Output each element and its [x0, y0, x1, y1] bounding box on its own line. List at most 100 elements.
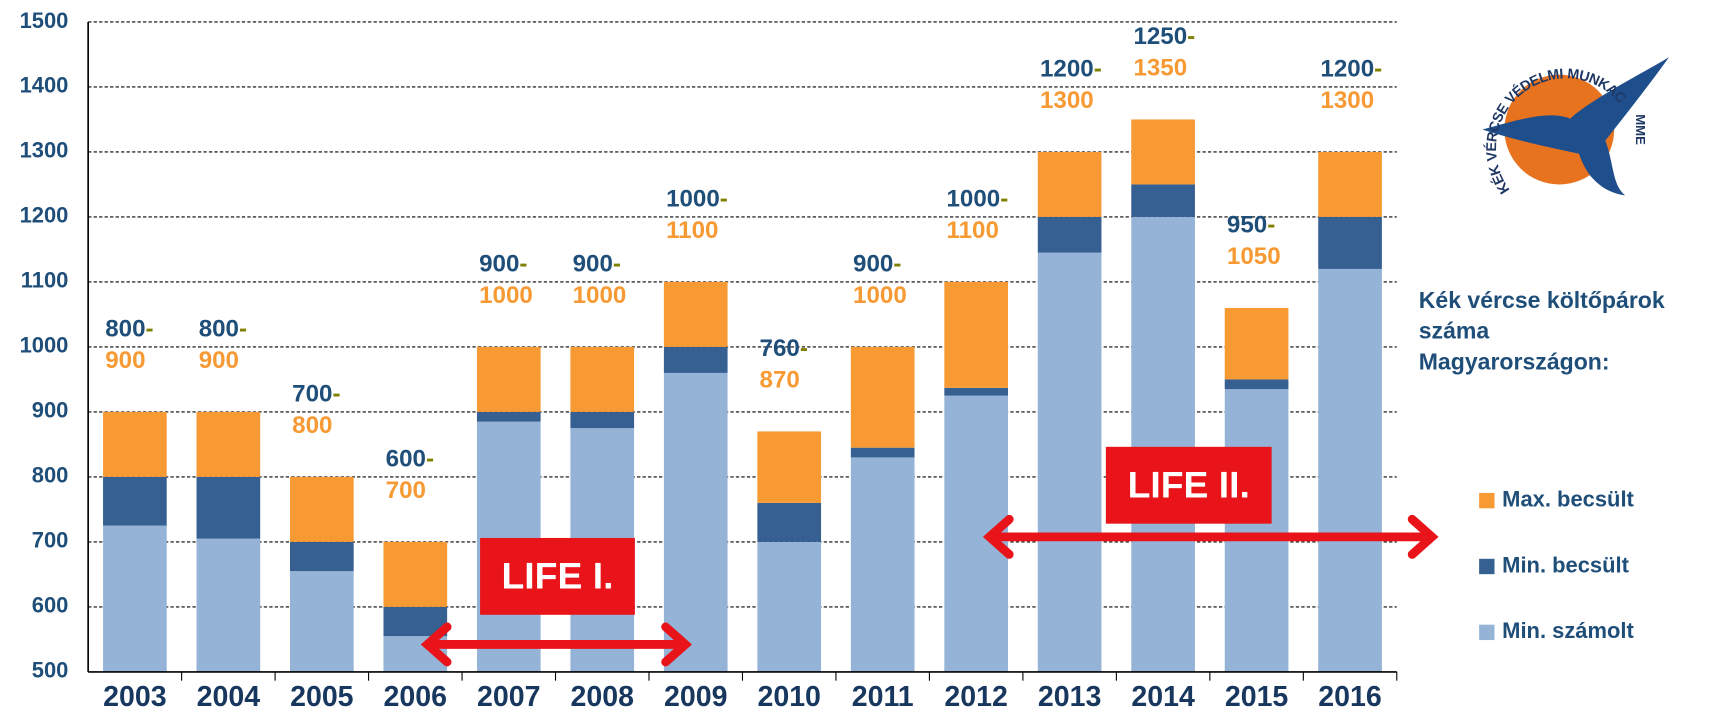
x-tick-label: 2016 — [1318, 681, 1381, 713]
range-label-max: 1000 — [853, 282, 907, 309]
range-separator: - — [1000, 186, 1008, 213]
legend-label: Max. becsült — [1502, 486, 1634, 511]
range-label-min-value: 1000 — [947, 186, 1001, 213]
range-label-max: 1300 — [1040, 87, 1094, 114]
y-tick-label: 600 — [32, 593, 69, 618]
bar-segment — [103, 476, 167, 526]
range-label-min: 760- — [760, 336, 808, 363]
bar-segment — [1131, 216, 1195, 672]
y-tick-label: 1400 — [20, 73, 69, 98]
x-tick-label: 2015 — [1225, 681, 1289, 713]
legend-swatch — [1479, 624, 1495, 641]
range-label-min: 1000- — [666, 186, 728, 213]
bar-segment — [289, 476, 354, 542]
bar-segment — [1318, 216, 1382, 269]
range-label-min: 700- — [292, 381, 340, 408]
legend-swatch — [1479, 492, 1495, 509]
range-separator: - — [426, 446, 434, 473]
bar-segment — [850, 346, 915, 448]
bar-segment — [1318, 268, 1382, 672]
bar-segment — [103, 411, 167, 477]
arrow-head — [661, 622, 692, 667]
range-label-min: 1000- — [947, 186, 1009, 213]
range-label-min-value: 800 — [199, 316, 239, 343]
x-tick-label: 2008 — [571, 681, 634, 713]
range-label-min: 600- — [386, 446, 434, 473]
range-label-max: 1000 — [573, 282, 627, 309]
bar-segment — [1131, 184, 1195, 217]
bar-segment — [289, 571, 354, 672]
bar-segment — [757, 541, 822, 672]
bar-segment — [1037, 151, 1102, 217]
y-tick-label: 1500 — [20, 8, 69, 33]
bar-segment — [289, 541, 354, 572]
range-label-min: 950- — [1227, 212, 1275, 239]
range-separator: - — [1267, 212, 1275, 239]
range-separator: - — [1094, 56, 1102, 83]
range-separator: - — [893, 251, 901, 278]
x-tick-label: 2011 — [852, 681, 914, 713]
range-label-max: 1000 — [479, 282, 533, 309]
bar-segment — [944, 387, 1008, 396]
range-label-max: 1100 — [947, 217, 999, 244]
arrow-head — [420, 622, 452, 667]
range-label-min-value: 600 — [386, 446, 426, 473]
bar-segment — [1224, 307, 1289, 380]
arrow-head — [982, 514, 1014, 559]
range-label-min-value: 700 — [292, 381, 332, 408]
side-title: Magyarországon: — [1419, 348, 1610, 374]
range-separator: - — [720, 186, 728, 213]
range-label-min: 1200- — [1320, 56, 1382, 83]
bar-segment — [383, 541, 448, 607]
bar-segment — [1131, 119, 1195, 185]
range-label-max: 1350 — [1133, 54, 1187, 81]
x-tick-label: 2007 — [477, 681, 540, 713]
range-label-min-value: 900 — [853, 251, 893, 278]
bar-segment — [1224, 389, 1289, 672]
range-label-max: 900 — [105, 347, 145, 374]
period-box — [1105, 446, 1272, 524]
y-tick-label: 1000 — [20, 333, 69, 358]
y-tick-label: 800 — [32, 463, 69, 488]
range-separator: - — [1374, 56, 1382, 83]
bar-segment — [570, 411, 635, 429]
x-tick-label: 2013 — [1038, 681, 1101, 713]
range-label-max: 870 — [760, 366, 800, 393]
bar-segment — [476, 411, 541, 422]
bar-segment — [196, 538, 261, 672]
y-tick-label: 500 — [32, 658, 69, 683]
range-label-min-value: 900 — [573, 251, 613, 278]
range-label-min: 900- — [853, 251, 901, 278]
y-tick-label: 700 — [32, 528, 69, 553]
range-separator: - — [800, 336, 808, 363]
y-tick-label: 1300 — [20, 138, 69, 163]
range-label-min-value: 1250 — [1133, 24, 1187, 51]
range-label-min: 800- — [105, 316, 153, 343]
bar-segment — [1037, 252, 1102, 672]
y-tick-label: 1100 — [21, 268, 69, 293]
period-label: LIFE II. — [1128, 463, 1250, 505]
range-separator: - — [1187, 24, 1195, 51]
range-label-min-value: 1200 — [1040, 56, 1094, 83]
bar-segment — [757, 431, 822, 503]
x-tick-label: 2012 — [944, 681, 1007, 713]
range-separator: - — [332, 381, 340, 408]
range-label-min-value: 760 — [760, 336, 800, 363]
x-tick-label: 2014 — [1131, 681, 1195, 713]
bar-segment — [663, 346, 728, 373]
arrow-head — [1407, 514, 1439, 559]
logo-ring-text: KÉK VÉRCSE VÉDELMI MUNKACSOPORT — [0, 0, 1629, 197]
range-label-min-value: 1200 — [1320, 56, 1374, 83]
range-label-min: 1250- — [1133, 24, 1195, 51]
range-label-min: 1200- — [1040, 56, 1102, 83]
bar-segment — [850, 457, 915, 672]
bar-segment — [1037, 216, 1102, 253]
period-box — [480, 537, 635, 615]
bar-segment — [663, 372, 728, 672]
x-tick-label: 2005 — [290, 681, 354, 713]
range-label-min-value: 950 — [1227, 212, 1267, 239]
logo: KÉK VÉRCSE VÉDELMI MUNKACSOPORT MME — [0, 0, 1670, 197]
range-label-min-value: 900 — [479, 251, 519, 278]
bar-segment — [1224, 379, 1289, 390]
